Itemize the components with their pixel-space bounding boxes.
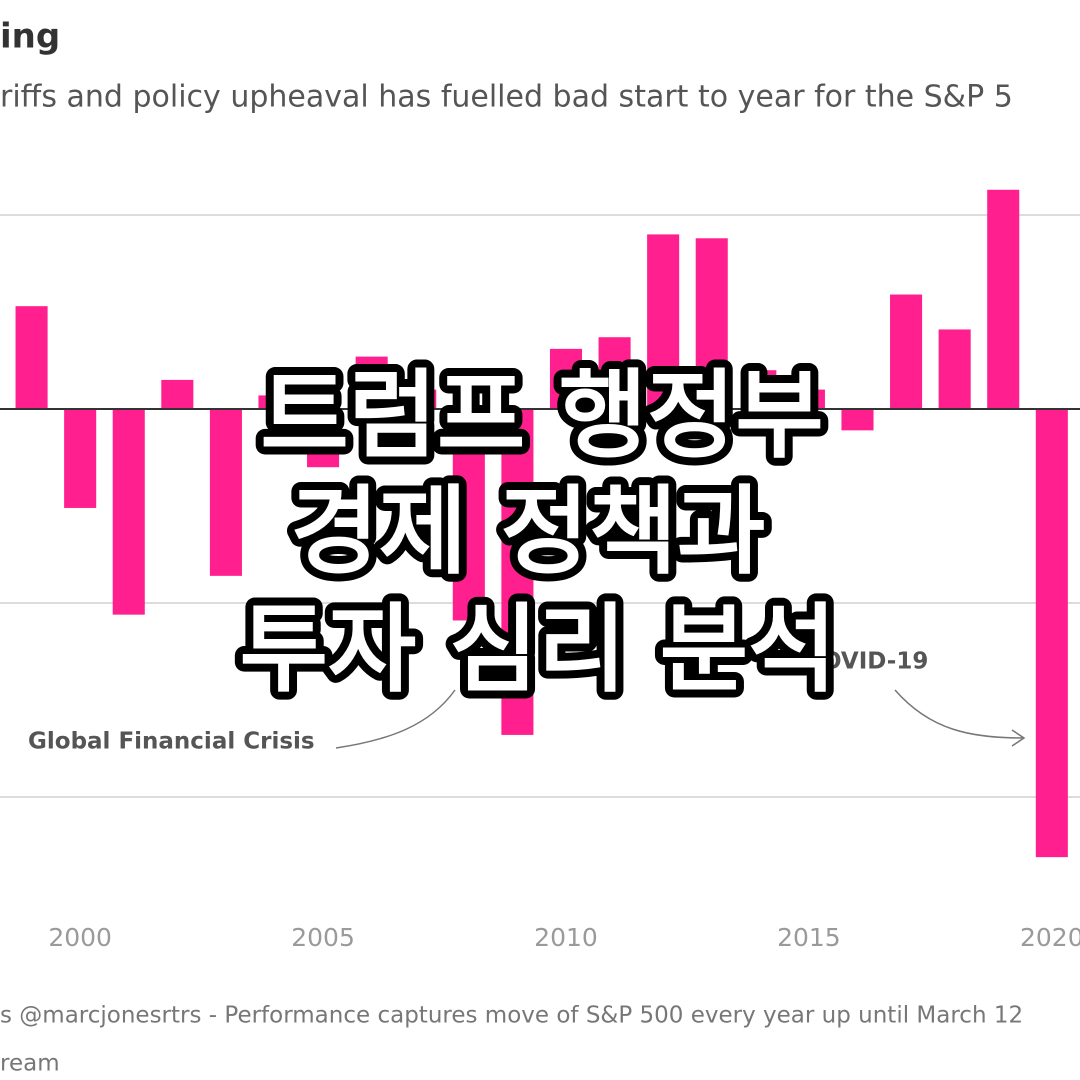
- bar: [890, 294, 923, 409]
- bar: [161, 379, 194, 409]
- footer: s @marcjonesrtrs - Performance captures …: [0, 1003, 1023, 1029]
- bar: [598, 337, 631, 409]
- bar: [647, 234, 680, 409]
- chart-subtitle: riffs and policy upheaval has fuelled ba…: [0, 80, 1013, 115]
- x-tick-label: 2005: [291, 923, 355, 952]
- footer: ream: [0, 1051, 60, 1077]
- bar: [307, 409, 340, 468]
- annotation-arrow: [894, 689, 1026, 747]
- overlay-title: 트럼프 행정부: [260, 359, 823, 471]
- bar: [64, 409, 97, 508]
- bar: [1035, 409, 1068, 858]
- x-tick-label: 2010: [534, 923, 598, 952]
- chart-title: ing: [0, 17, 60, 57]
- bar: [355, 356, 388, 409]
- annotation: OVID-19: [822, 649, 928, 675]
- x-tick-label: 2020: [1020, 923, 1080, 952]
- bar: [258, 395, 291, 409]
- bar: [112, 409, 145, 615]
- x-tick-label: 2000: [48, 923, 112, 952]
- bar: [404, 389, 437, 409]
- bar: [15, 306, 48, 409]
- plot-area: 2000 2005 2010 2015 2020: [0, 189, 1080, 952]
- annotation-arrow: [335, 689, 456, 749]
- overlay-title: 경제 정책과: [290, 475, 765, 587]
- bar: [987, 189, 1020, 409]
- bar: [209, 409, 242, 576]
- bar: [695, 238, 728, 409]
- bar: [792, 389, 825, 409]
- bar: [841, 409, 874, 431]
- bar: [452, 409, 485, 621]
- bar: [549, 348, 583, 409]
- x-tick-label: 2015: [777, 923, 841, 952]
- bar: [938, 329, 971, 409]
- bar: [501, 409, 534, 735]
- bar: [744, 370, 777, 409]
- annotation: Global Financial Crisis: [28, 729, 315, 755]
- overlay-title: 투자 심리 분석: [240, 593, 837, 705]
